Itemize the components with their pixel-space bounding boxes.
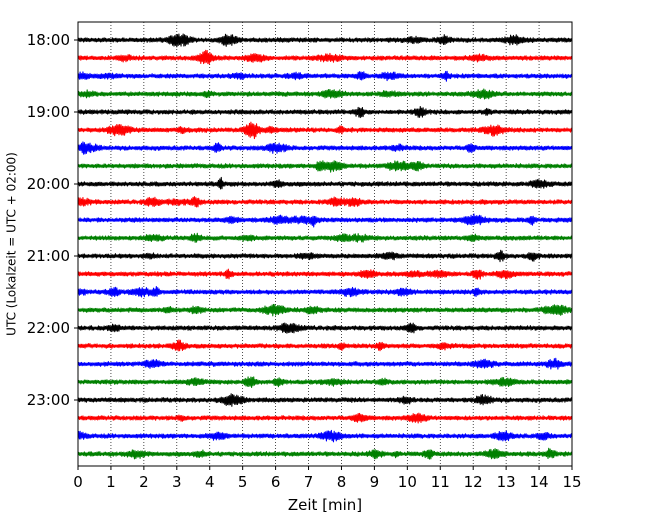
trace-1900 [77, 106, 573, 119]
x-tick-label: 8 [337, 473, 347, 491]
x-axis-ticks: 0 1 2 3 4 5 6 7 8 9 10 11 12 13 14 15 [73, 466, 582, 491]
x-axis-label: Zeit [min] [288, 496, 362, 514]
y-axis-label: UTC (Lokalzeit = UTC + 02:00) [5, 152, 19, 336]
x-tick-label: 0 [73, 473, 83, 491]
x-tick-label: 4 [205, 473, 215, 491]
x-tick-label: 2 [139, 473, 149, 491]
trace-2230 [77, 357, 573, 370]
x-tick-label: 12 [464, 473, 483, 491]
x-tick-label: 10 [398, 473, 417, 491]
trace-2100 [77, 249, 573, 263]
y-tick-label: 18:00 [27, 31, 70, 49]
plot-frame [77, 21, 573, 467]
seismogram-traces [77, 33, 573, 460]
y-tick-label: 21:00 [27, 247, 70, 265]
trace-2145 [77, 303, 573, 317]
trace-2345 [77, 447, 573, 460]
trace-2315 [77, 412, 573, 424]
x-tick-label: 7 [304, 473, 314, 491]
y-tick-label: 20:00 [27, 175, 70, 193]
trace-2215 [77, 339, 573, 352]
x-tick-label: 15 [562, 473, 581, 491]
trace-1915 [77, 121, 573, 140]
trace-2000 [77, 176, 573, 190]
trace-1845 [77, 88, 573, 100]
trace-2330 [77, 429, 573, 443]
trace-1945 [77, 160, 573, 173]
x-tick-label: 5 [238, 473, 248, 491]
vertical-grid [110, 22, 540, 466]
trace-2015 [77, 196, 573, 208]
y-axis-ticks: 18:00 19:00 20:00 21:00 22:00 23:00 [27, 31, 78, 409]
trace-2200 [77, 322, 573, 334]
y-tick-label: 22:00 [27, 319, 70, 337]
x-tick-label: 11 [431, 473, 450, 491]
trace-2115 [77, 268, 573, 280]
trace-2300 [77, 393, 573, 407]
trace-1830 [77, 70, 573, 82]
y-tick-label: 19:00 [27, 103, 70, 121]
x-tick-label: 6 [271, 473, 281, 491]
x-tick-label: 14 [530, 473, 549, 491]
trace-2245 [77, 376, 573, 388]
trace-2030 [77, 213, 573, 228]
trace-2045 [77, 232, 573, 243]
trace-2130 [77, 286, 573, 298]
trace-1930 [77, 141, 573, 155]
trace-1800 [77, 33, 573, 48]
y-tick-label: 23:00 [27, 391, 70, 409]
x-tick-label: 3 [172, 473, 182, 491]
x-tick-label: 1 [106, 473, 116, 491]
x-tick-label: 13 [497, 473, 516, 491]
trace-1815 [77, 49, 573, 65]
x-tick-label: 9 [370, 473, 380, 491]
